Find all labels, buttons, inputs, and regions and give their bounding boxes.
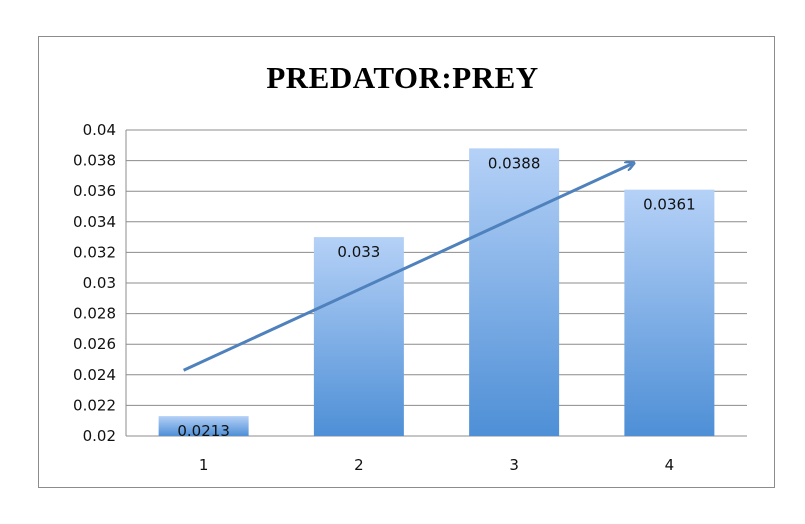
bar-4 (624, 189, 715, 436)
trend-arrow-layer (182, 164, 633, 372)
data-labels: 0.0213 0.033 0.0388 0.0361 (177, 154, 695, 440)
data-label: 0.0213 (177, 422, 230, 440)
y-axis-ticks: 0.02 0.022 0.024 0.026 0.028 0.03 0.032 0.034 0.… (73, 121, 116, 445)
bar-1 (158, 416, 249, 436)
x-tick-label: 4 (665, 456, 675, 474)
chart-title: PREDATOR:PREY (266, 60, 539, 95)
bar-3 (469, 148, 560, 437)
data-label: 0.033 (337, 243, 380, 261)
x-tick-label: 3 (509, 456, 519, 474)
y-tick-label: 0.026 (73, 335, 116, 353)
y-tick-label: 0.028 (73, 305, 116, 323)
y-tick-label: 0.038 (73, 152, 116, 170)
y-tick-label: 0.02 (83, 427, 116, 445)
y-tick-label: 0.022 (73, 396, 116, 414)
x-tick-label: 2 (354, 456, 364, 474)
trend-arrow (182, 164, 633, 372)
y-tick-label: 0.034 (73, 213, 116, 231)
bars (158, 148, 715, 437)
y-tick-label: 0.03 (83, 274, 116, 292)
data-label: 0.0361 (643, 196, 696, 214)
y-tick-label: 0.036 (73, 182, 116, 200)
y-tick-label: 0.024 (73, 366, 116, 384)
y-tick-label: 0.04 (83, 121, 116, 139)
data-label: 0.0388 (488, 154, 541, 172)
y-tick-label: 0.032 (73, 243, 116, 261)
x-axis-ticks: 1 2 3 4 (199, 456, 674, 474)
bar-2 (313, 237, 404, 436)
x-tick-label: 1 (199, 456, 209, 474)
